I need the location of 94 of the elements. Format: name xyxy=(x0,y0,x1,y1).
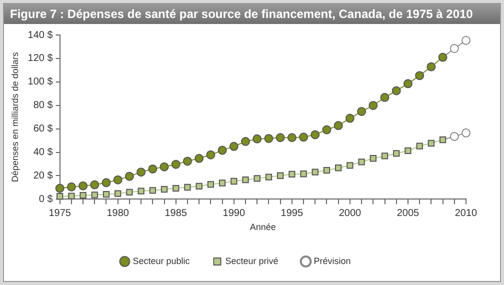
point xyxy=(381,152,388,160)
point xyxy=(241,136,250,146)
point xyxy=(450,132,459,141)
point xyxy=(218,180,226,186)
point xyxy=(265,174,272,180)
point xyxy=(138,188,144,194)
point xyxy=(78,181,88,190)
point xyxy=(312,168,318,176)
point xyxy=(136,168,146,177)
y-tick-label: 100 $ xyxy=(28,76,54,88)
x-tick-label: 2000 xyxy=(338,208,362,219)
legend-label: Secteur privé xyxy=(225,256,278,266)
point xyxy=(287,133,296,142)
point xyxy=(66,182,76,192)
point xyxy=(393,150,400,157)
point xyxy=(322,125,332,134)
point xyxy=(184,184,191,191)
point xyxy=(114,190,122,197)
point xyxy=(415,71,424,80)
point xyxy=(55,184,64,193)
point xyxy=(346,162,354,169)
point xyxy=(428,140,435,147)
point xyxy=(276,172,284,179)
point xyxy=(345,114,354,123)
point xyxy=(264,134,274,143)
point xyxy=(392,86,401,96)
y-tick-label: 60 $ xyxy=(33,124,54,135)
point xyxy=(438,52,448,62)
point xyxy=(102,190,110,198)
y-tick-label: 40 $ xyxy=(33,147,54,158)
point xyxy=(288,170,296,178)
y-tick-label: 140 $ xyxy=(28,30,54,41)
point xyxy=(182,156,192,166)
x-tick-label: 1975 xyxy=(48,208,72,219)
point xyxy=(68,192,75,200)
point xyxy=(252,134,262,144)
point xyxy=(160,162,169,172)
point xyxy=(196,182,202,190)
legend-label: Prévision xyxy=(314,256,351,266)
point xyxy=(113,175,122,184)
x-tick-label: 2010 xyxy=(454,208,478,219)
point xyxy=(230,178,238,185)
point xyxy=(300,170,307,178)
x-tick-label: 1995 xyxy=(280,208,304,219)
point xyxy=(357,106,366,116)
point xyxy=(358,158,365,166)
point xyxy=(126,188,133,196)
point xyxy=(102,178,111,188)
point xyxy=(426,62,436,72)
point xyxy=(334,121,343,130)
point xyxy=(91,192,98,198)
point xyxy=(335,164,342,172)
point xyxy=(416,142,423,150)
point xyxy=(160,186,168,193)
point xyxy=(149,187,156,194)
point xyxy=(171,160,180,169)
point xyxy=(90,180,100,190)
point xyxy=(242,176,249,184)
y-tick-label: 20 $ xyxy=(33,170,54,182)
point xyxy=(462,36,470,45)
chart-title: Figure 7 : Dépenses de santé par source de financement, Canada, de 1975 à 2010 xyxy=(4,4,500,24)
point xyxy=(229,142,238,151)
point xyxy=(172,184,180,192)
point xyxy=(207,181,214,188)
point xyxy=(404,147,412,154)
point xyxy=(370,155,376,162)
point xyxy=(124,172,134,181)
point xyxy=(194,154,204,163)
point xyxy=(310,130,320,140)
point xyxy=(323,167,330,174)
point xyxy=(80,192,86,199)
legend-label: Secteur public xyxy=(132,256,190,266)
x-axis-title: Année xyxy=(250,222,276,232)
point xyxy=(462,128,470,138)
point xyxy=(276,133,285,142)
y-tick-label: 80 $ xyxy=(33,100,54,112)
point xyxy=(403,79,412,88)
point xyxy=(439,136,446,144)
point xyxy=(148,164,158,174)
point xyxy=(56,193,64,200)
point xyxy=(218,146,227,155)
x-tick-label: 1990 xyxy=(222,208,246,219)
x-tick-label: 2005 xyxy=(396,208,420,219)
point xyxy=(368,100,378,110)
y-tick-label: 0 $ xyxy=(38,194,54,205)
x-tick-label: 1980 xyxy=(106,208,130,219)
point xyxy=(380,92,390,102)
y-axis-title: Dépenses en milliards de dollars xyxy=(10,52,20,182)
point xyxy=(206,150,216,160)
y-tick-label: 120 $ xyxy=(28,53,54,64)
point xyxy=(450,44,459,53)
point xyxy=(299,132,308,142)
point xyxy=(254,175,260,182)
x-tick-label: 1985 xyxy=(164,208,188,219)
